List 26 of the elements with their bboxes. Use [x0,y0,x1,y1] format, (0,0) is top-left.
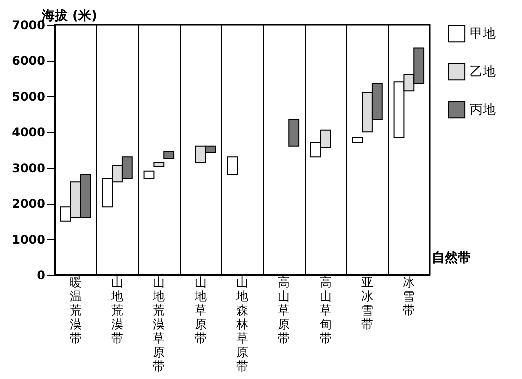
bar [154,162,165,168]
y-tick-label: 6000 [12,54,46,68]
y-tick-label: 3000 [12,161,46,176]
bar [227,156,238,176]
x-tick-label: 高山草原带 [278,276,290,346]
y-tick-label: 1000 [12,232,46,247]
x-tick-label: 山地草原带 [194,276,207,346]
bar [352,137,364,144]
y-tick-label: 5000 [12,90,46,104]
legend-label: 甲地 [470,27,496,42]
bar [144,170,155,180]
x-tick-label: 山地森林草原带 [236,276,248,374]
bar [288,119,300,147]
y-tick-label: 2000 [12,197,46,212]
x-tick-label: 冰雪带 [403,276,416,318]
y-tick-label: 0 [37,268,46,282]
x-tick-label: 高山草甸带 [320,276,332,346]
x-axis-title: 自然带 [432,251,471,266]
x-tick-label: 暖温荒漠带 [70,276,82,346]
x-tick-label: 山地荒漠草原带 [152,276,166,374]
legend-label: 丙地 [470,103,496,118]
y-tick-label: 4000 [12,126,46,140]
legend-label: 乙地 [470,65,496,80]
bar [164,151,175,160]
x-tick-label: 亚冰雪带 [362,276,374,332]
x-tick-label: 山地荒漠带 [110,276,124,346]
